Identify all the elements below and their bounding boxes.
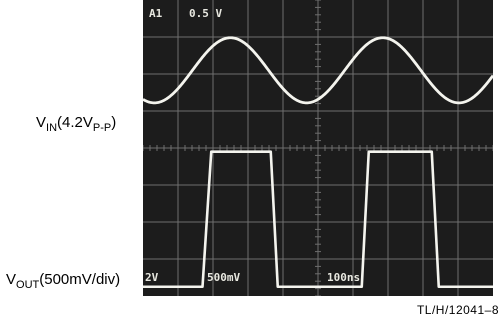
vout-label-main: V <box>6 271 17 288</box>
overlay-bottom-channel-scale: 2V <box>145 271 159 284</box>
overlay-bottom-scale: 500mV <box>207 271 240 284</box>
vin-label-close: ) <box>111 114 117 131</box>
oscilloscope-screen: A1 0.5 V 2V 500mV 100ns <box>143 0 493 296</box>
overlay-top-scale: 0.5 V <box>189 7 222 20</box>
vin-label-amplitude: (4.2V <box>57 114 93 131</box>
oscilloscope-plot: A1 0.5 V 2V 500mV 100ns <box>143 0 493 296</box>
vout-label: VOUT(500mV/div) <box>6 271 120 291</box>
vin-label-subscript: IN <box>46 122 58 134</box>
overlay-timebase: 100ns <box>327 271 360 284</box>
overlay-top-channel: A1 <box>149 7 163 20</box>
graticule <box>143 0 493 296</box>
vin-label: VIN(4.2VP-P) <box>36 114 116 134</box>
vin-trace <box>143 36 493 105</box>
vout-trace <box>143 150 493 289</box>
figure-code: TL/H/12041–8 <box>416 303 499 317</box>
vin-label-pp: P-P <box>92 122 112 134</box>
vout-label-subscript: OUT <box>16 279 40 291</box>
vout-label-scale: (500mV/div) <box>39 271 121 288</box>
vin-label-main: V <box>36 114 47 131</box>
